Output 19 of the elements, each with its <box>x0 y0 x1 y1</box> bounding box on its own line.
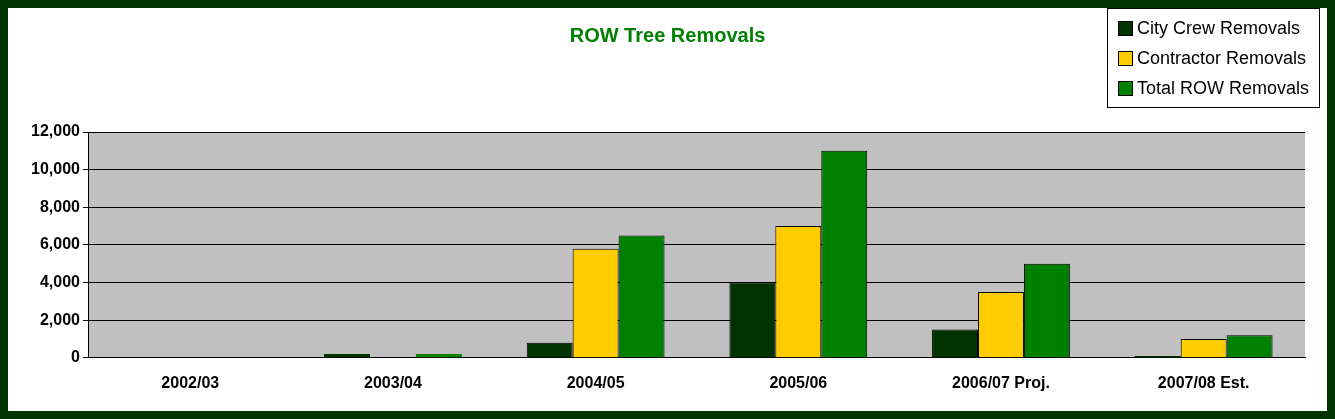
x-tick-label: 2006/07 Proj. <box>952 373 1050 391</box>
y-tick-label: 6,000 <box>39 235 81 253</box>
x-tick-label: 2003/04 <box>364 373 422 391</box>
legend-label: City Crew Removals <box>1136 17 1300 39</box>
x-tick-label: 2007/08 Est. <box>1157 373 1250 391</box>
x-tick-label: 2005/06 <box>769 373 828 391</box>
y-tick-label: 10,000 <box>31 160 81 178</box>
y-tick-label: 0 <box>71 348 81 366</box>
x-tick-label: 2004/05 <box>566 373 625 391</box>
x-tick-label: 2002/03 <box>161 373 220 391</box>
legend-label: Contractor Removals <box>1136 47 1307 69</box>
bar <box>415 354 462 358</box>
y-tick-label: 8,000 <box>39 197 81 215</box>
y-tick-label: 12,000 <box>31 122 81 140</box>
y-tick-label: 4,000 <box>39 272 81 290</box>
bar <box>324 354 370 358</box>
legend-label: Total ROW Removals <box>1136 77 1309 99</box>
y-tick-label: 2,000 <box>39 310 81 328</box>
chart-title: ROW Tree Removals <box>569 24 766 46</box>
